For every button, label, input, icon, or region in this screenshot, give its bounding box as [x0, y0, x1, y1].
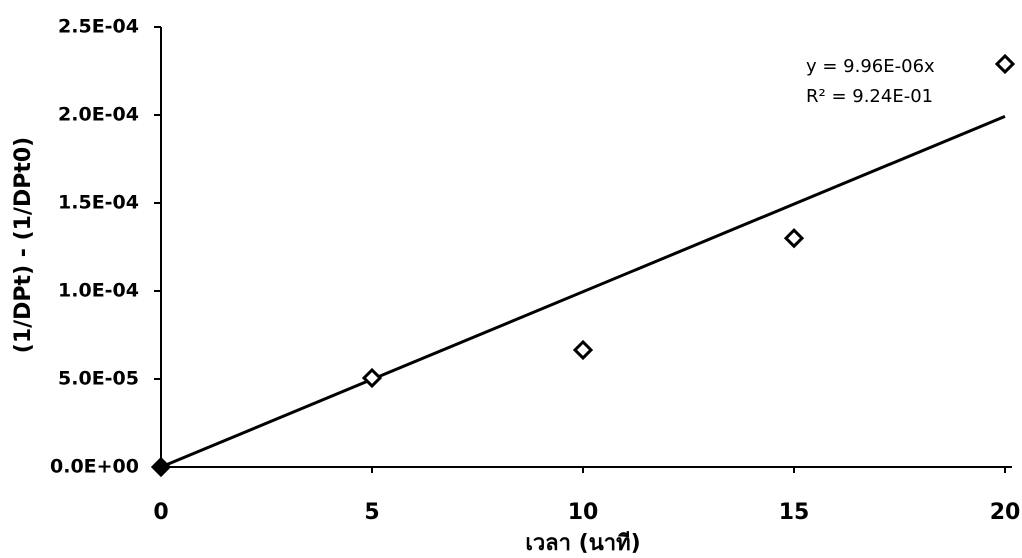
marker [150, 456, 172, 478]
marker [783, 228, 805, 249]
trendline-r2: R² = 9.24E-01 [806, 86, 933, 107]
y-tick-label: 1.5E-04 [58, 192, 139, 214]
y-tick-label: 5.0E-05 [58, 368, 139, 390]
x-tick-label: 0 [153, 500, 168, 525]
x-tick-label: 15 [779, 500, 810, 525]
y-tick-label: 2.5E-04 [58, 16, 139, 38]
marker [572, 339, 594, 361]
y-tick-label: 0.0E+00 [50, 456, 139, 478]
trendline [160, 115, 1006, 469]
y-axis-label: (1/DPt) - (1/DPt0) [11, 137, 36, 353]
y-tick-label: 1.0E-04 [58, 280, 139, 302]
marker [994, 53, 1016, 75]
x-tick-label: 5 [364, 500, 379, 525]
y-tick-label: 2.0E-04 [58, 104, 139, 126]
marker [361, 367, 383, 389]
x-tick-label: 20 [990, 500, 1021, 525]
x-tick-label: 10 [568, 500, 599, 525]
trendline-equation: y = 9.96E-06x [806, 56, 935, 77]
x-axis-label: เวลา (นาที) [525, 531, 640, 556]
